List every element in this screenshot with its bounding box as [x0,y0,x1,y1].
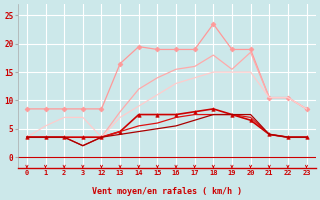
X-axis label: Vent moyen/en rafales ( km/h ): Vent moyen/en rafales ( km/h ) [92,187,242,196]
